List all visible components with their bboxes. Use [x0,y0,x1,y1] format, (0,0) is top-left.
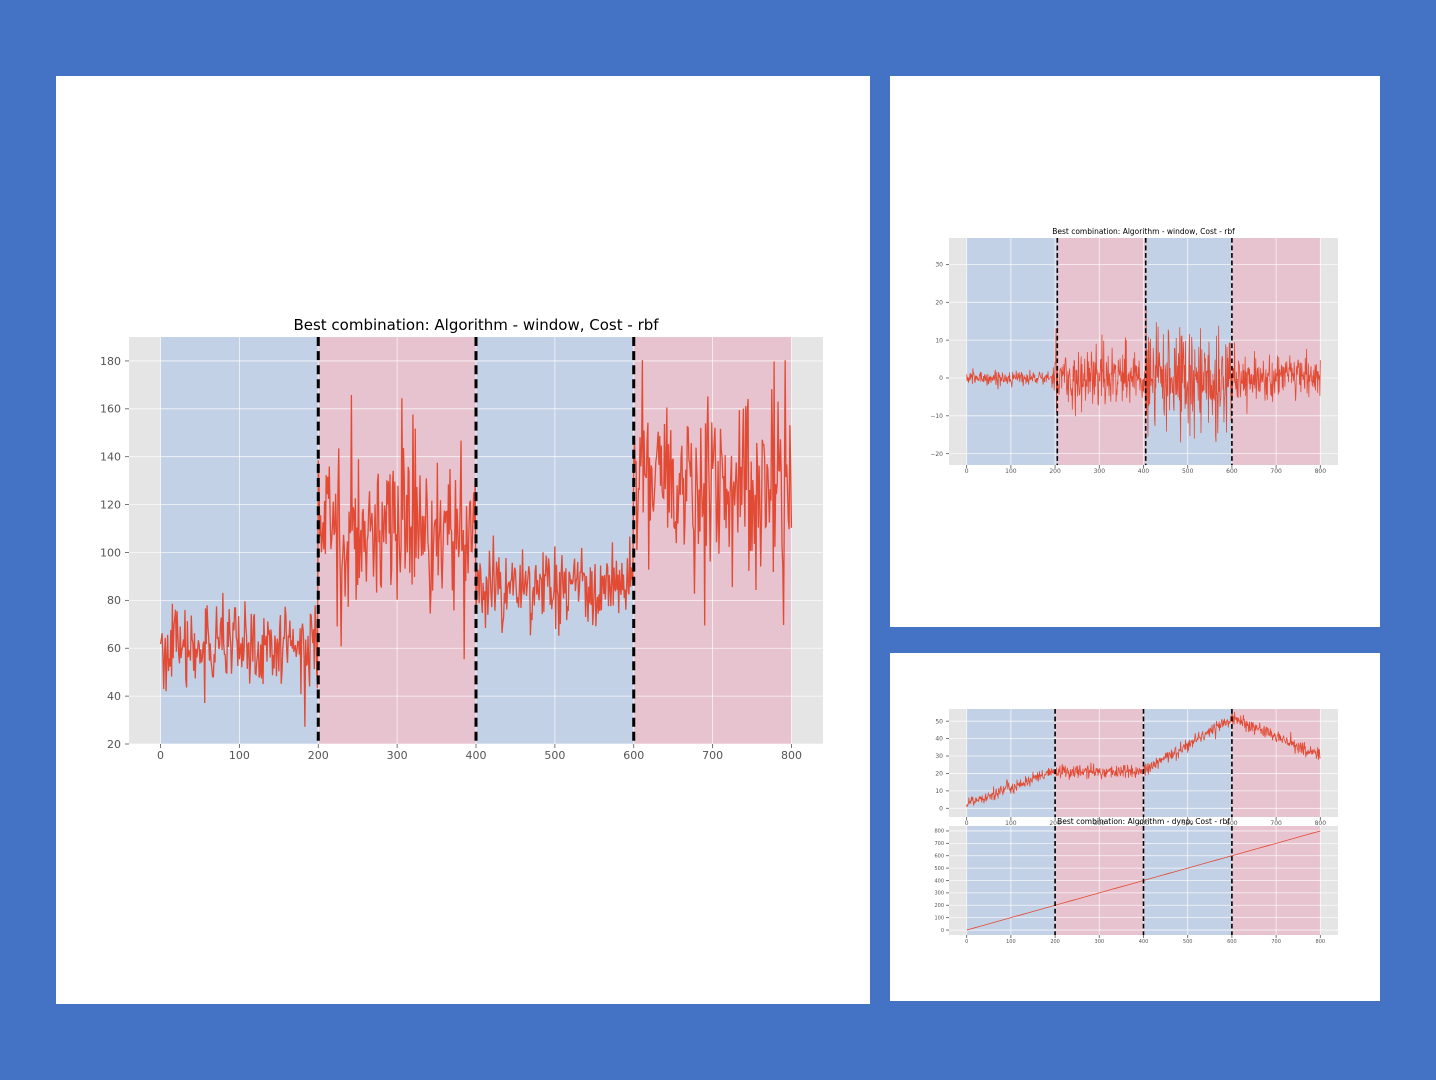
y-tick-label: 200 [934,903,944,909]
y-tick-label: 160 [100,403,121,416]
x-tick-label: 0 [965,820,969,827]
y-tick-label: −20 [930,451,943,458]
chart-title: Best combination: Algorithm - window, Co… [293,316,659,334]
x-tick-label: 500 [1182,468,1194,475]
y-tick-label: −10 [930,413,943,420]
y-tick-label: 20 [107,738,121,751]
x-tick-label: 500 [544,749,565,762]
chart-title: Best combination: Algorithm - dynp, Cost… [1057,817,1230,826]
y-tick-label: 10 [935,788,943,795]
bottom-right-lower-chart: 0 100 200 300 400 500 600 700 800 0 100 200 300 400 50… [934,817,1338,945]
main-chart-panel: 0 100 200 300 400 500 600 700 800 20 40 60 80 100 120 1… [56,76,870,1004]
y-tick-label: 700 [934,841,944,847]
y-tick-label: 20 [935,771,943,778]
top-right-chart: 0 100 200 300 400 500 600 700 800 −20 −10 0 10 20 30 Be… [930,227,1338,475]
x-tick-label: 700 [702,749,723,762]
main-chart: 0 100 200 300 400 500 600 700 800 20 40 60 80 100 120 1… [100,316,823,762]
x-tick-label: 600 [1226,820,1238,827]
x-tick-label: 400 [1138,468,1150,475]
x-tick-label: 100 [1005,468,1017,475]
x-tick-label: 500 [1182,820,1194,827]
x-tick-label: 0 [965,468,969,475]
top-right-chart-panel: 0 100 200 300 400 500 600 700 800 −20 −10 0 10 20 30 Be… [890,76,1380,627]
x-tick-label: 600 [623,749,644,762]
x-tick-label: 300 [1094,468,1106,475]
y-tick-label: 0 [939,375,943,382]
y-tick-label: 100 [100,546,121,559]
x-tick-label: 800 [1315,820,1327,827]
x-tick-label: 300 [387,749,408,762]
y-tick-label: 180 [100,355,121,368]
x-tick-label: 200 [1049,820,1061,827]
signal-line [966,306,1321,443]
x-tick-label: 200 [1050,939,1060,945]
bottom-right-chart-panel: 0 100 200 300 400 500 600 700 800 0 10 20 30 40 50 0 10… [890,653,1380,1001]
y-tick-label: 80 [107,594,121,607]
y-tick-label: 20 [935,299,943,306]
y-tick-label: 50 [935,718,943,725]
x-tick-label: 300 [1094,820,1106,827]
y-tick-label: 120 [100,498,121,511]
x-tick-label: 100 [1005,820,1017,827]
x-tick-label: 100 [229,749,250,762]
x-tick-label: 500 [1183,939,1193,945]
y-tick-label: 500 [934,866,944,872]
bottom-right-upper-chart: 0 100 200 300 400 500 600 700 800 0 10 20 30 40 50 [935,709,1338,827]
y-tick-label: 0 [939,805,943,812]
y-tick-label: 800 [934,829,944,835]
x-tick-label: 200 [1049,468,1061,475]
y-tick-label: 60 [107,642,121,655]
x-tick-label: 700 [1270,820,1282,827]
x-tick-label: 800 [781,749,802,762]
x-tick-label: 400 [1138,820,1150,827]
x-tick-label: 800 [1316,939,1326,945]
x-tick-label: 100 [1006,939,1016,945]
x-tick-label: 400 [466,749,487,762]
x-tick-label: 0 [157,749,164,762]
x-tick-label: 400 [1139,939,1149,945]
x-tick-label: 700 [1270,468,1282,475]
y-tick-label: 600 [934,853,944,859]
chart-title: Best combination: Algorithm - window, Co… [1052,227,1235,236]
x-tick-label: 600 [1227,939,1237,945]
x-tick-label: 600 [1226,468,1238,475]
x-tick-label: 300 [1095,939,1105,945]
y-tick-label: 40 [107,690,121,703]
y-tick-label: 400 [934,878,944,884]
x-tick-label: 200 [308,749,329,762]
x-tick-label: 0 [965,939,968,945]
y-tick-label: 100 [934,915,944,921]
y-tick-label: 30 [935,753,943,760]
y-tick-label: 0 [941,928,944,934]
y-tick-label: 30 [935,262,943,269]
y-tick-label: 300 [934,891,944,897]
y-tick-label: 140 [100,451,121,464]
y-tick-label: 10 [935,337,943,344]
y-tick-label: 40 [935,736,943,743]
segment-band-0 [966,238,1058,465]
x-tick-label: 700 [1271,939,1281,945]
x-tick-label: 800 [1315,468,1327,475]
